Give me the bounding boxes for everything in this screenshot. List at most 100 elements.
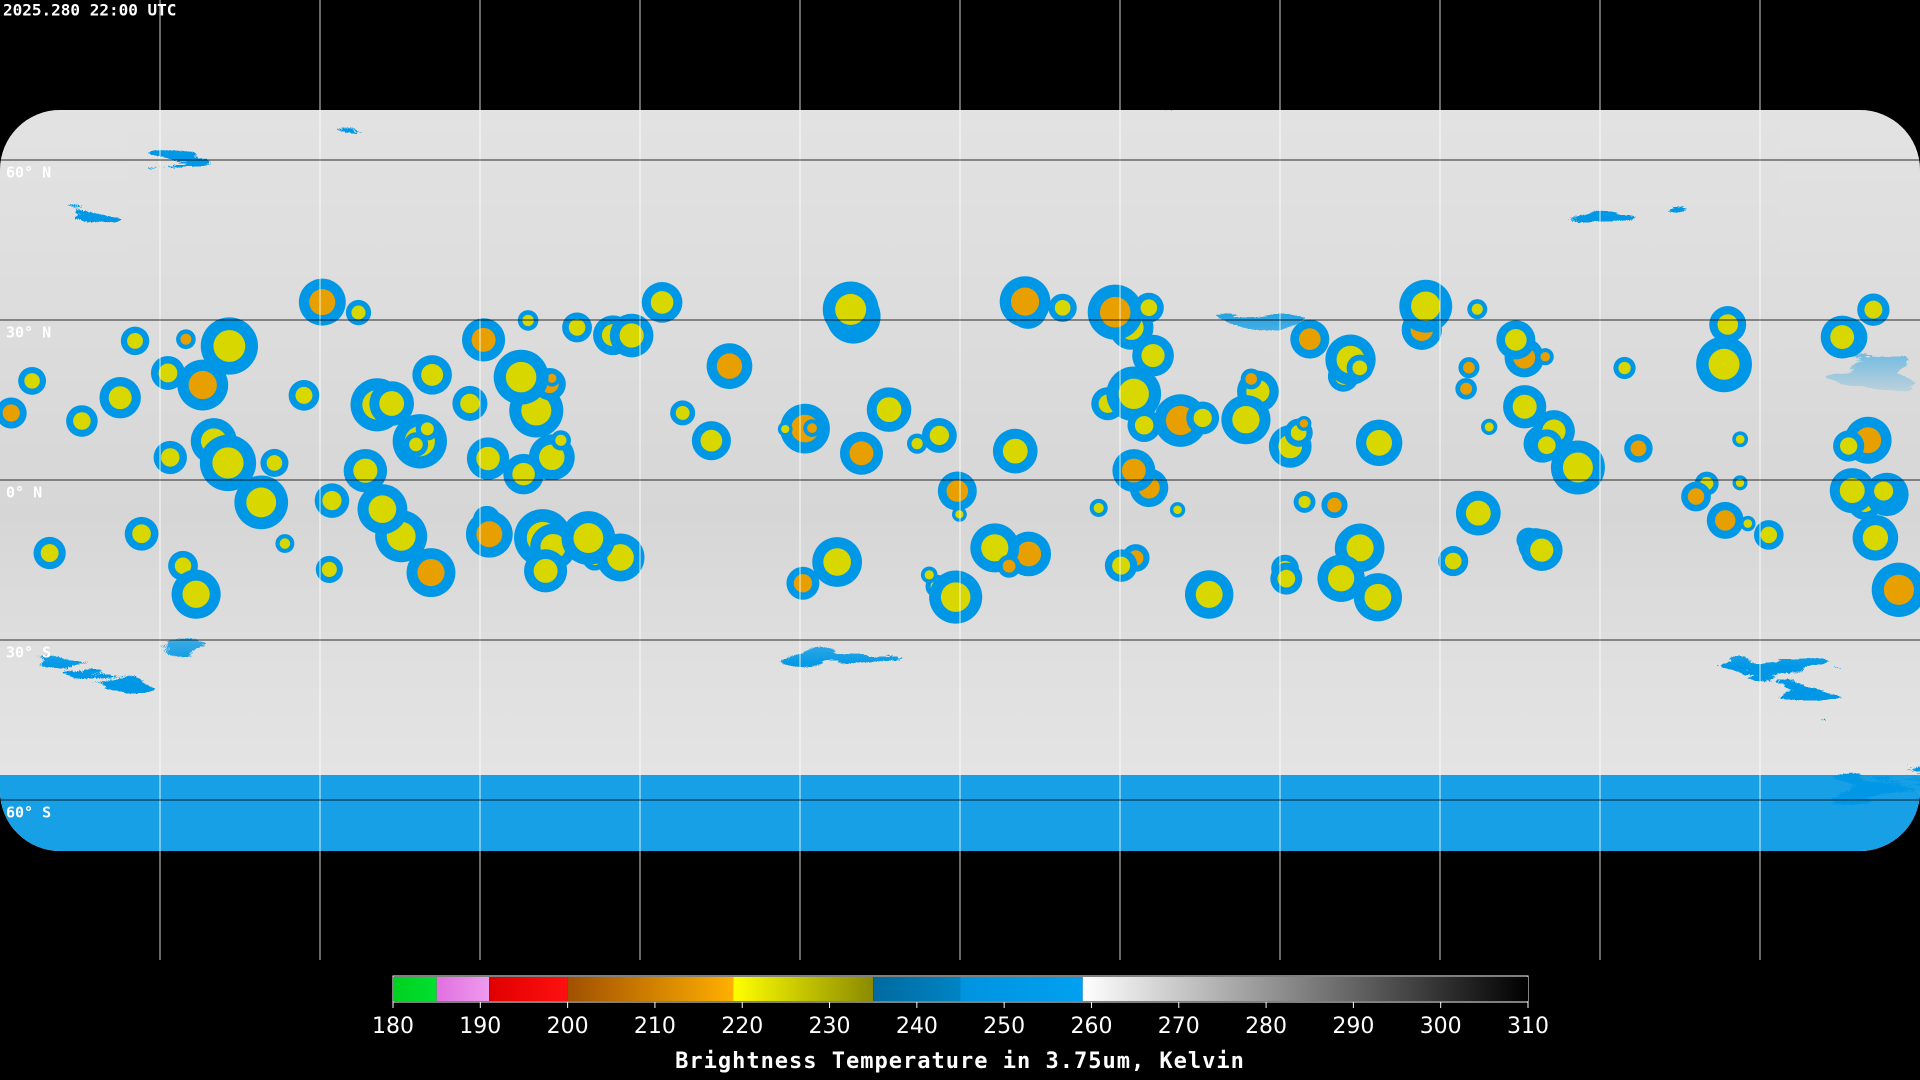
convective-core [417,559,445,587]
convective-core [1537,436,1556,455]
convective-core [321,561,337,577]
convective-core [1484,422,1494,432]
convective-core [876,397,902,423]
convective-core [420,422,434,436]
convective-core [1002,559,1016,573]
convective-core [1717,314,1738,335]
latitude-label: 30° S [6,644,51,662]
convective-core [322,490,342,511]
colorbar-segment [873,977,961,1001]
convective-core [1112,556,1131,575]
colorbar-label: Brightness Temperature in 3.75um, Kelvin [675,1049,1245,1074]
convective-core [161,448,180,467]
convective-core [1121,458,1146,483]
convective-core [351,305,366,320]
convective-core [1687,488,1705,505]
convective-core [1618,361,1631,375]
convective-core [568,319,586,336]
convective-core [1054,299,1071,316]
convective-core [1364,583,1392,611]
convective-core [1327,497,1342,513]
convective-core [607,544,634,571]
convective-core [188,370,217,400]
colorbar-tick-label: 310 [1507,1014,1549,1039]
convective-core [73,412,91,430]
convective-core [1093,502,1104,513]
colorbar-tick-label: 180 [372,1014,414,1039]
convective-core [650,291,674,314]
colorbar-segment [1082,977,1528,1001]
colorbar-tick-label: 210 [634,1014,676,1039]
convective-core [1195,581,1223,608]
convective-core [1346,534,1374,562]
colorbar-tick-label: 250 [983,1014,1025,1039]
convective-core [1760,526,1778,544]
convective-core [213,330,246,362]
convective-core [1839,478,1865,504]
convective-core [1411,291,1441,321]
convective-core [1839,437,1858,455]
convective-core [1352,360,1368,376]
convective-core [555,434,567,446]
convective-core [1277,569,1296,588]
convective-core [539,444,565,471]
convective-core [1630,440,1647,457]
convective-core [1444,552,1462,570]
convective-core [1708,348,1740,380]
convective-core [1460,382,1473,395]
convective-core [40,544,59,563]
convective-core [793,574,813,593]
convective-core [512,462,535,486]
convective-core [573,523,604,553]
convective-core [924,570,934,580]
convective-core [1530,538,1554,562]
colorbar-tick-label: 240 [896,1014,938,1039]
convective-core [1140,299,1158,317]
convective-core [505,361,537,393]
convective-core [182,580,210,608]
latitude-label: 60° S [6,804,51,822]
graticule-inner [0,159,1920,801]
convective-core [2,404,20,422]
latitude-label: 60° N [6,164,51,182]
convective-core [1327,565,1355,592]
convective-core [1471,303,1483,315]
convective-core [1562,452,1593,483]
colorbar-segment [393,977,437,1001]
convective-core [946,480,969,502]
convective-core [929,425,950,446]
convective-core [1118,378,1149,410]
colorbar-segment [489,977,568,1001]
convective-core [108,386,132,410]
convective-core [835,293,867,325]
convective-core [807,423,817,434]
convective-core [1540,351,1550,362]
convective-core [1735,434,1745,444]
convective-core [158,363,178,383]
convective-core [24,373,40,389]
convective-core [379,391,405,416]
convective-core [1505,329,1527,351]
convective-core [246,487,277,518]
convective-core [619,323,644,348]
convective-core [547,373,557,383]
convective-core [174,557,192,575]
convective-core [1299,419,1309,428]
colorbar-tick-label: 200 [547,1014,589,1039]
convective-core [1298,328,1321,350]
colorbar-tick-label: 190 [459,1014,501,1039]
convective-core [409,437,423,452]
convective-core [368,495,397,524]
convective-core [460,393,480,414]
convective-core [1714,510,1736,531]
convective-core [212,447,244,479]
colorbar-tick-label: 300 [1420,1014,1462,1039]
convective-core [849,441,874,466]
convective-core [1016,541,1042,567]
convective-core [1864,300,1883,319]
convective-core [1193,408,1212,428]
convective-core [700,429,723,452]
convective-core [940,582,971,612]
colorbar-tick-label: 290 [1332,1014,1374,1039]
convective-core [1862,525,1889,551]
